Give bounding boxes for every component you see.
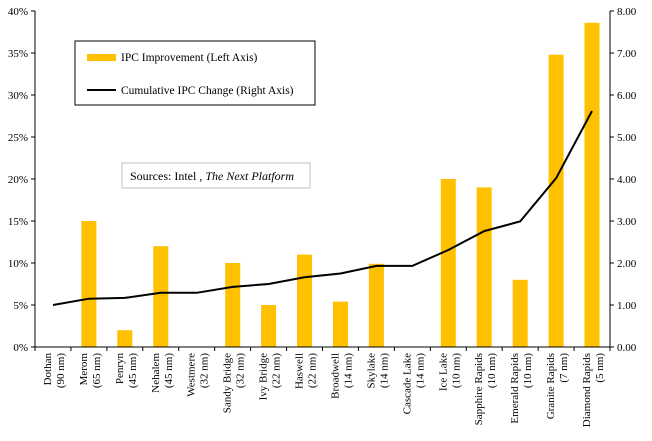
category-label-line: Dothan	[42, 353, 54, 386]
bar	[81, 221, 97, 347]
category-label-line: (32 nm)	[235, 353, 247, 388]
legend-swatch-bar	[87, 54, 116, 61]
legend-box	[74, 40, 316, 106]
category-label-line: Sandy Bridge	[222, 353, 234, 413]
category-label-line: Merom	[78, 353, 90, 386]
source-prefix: Sources: Intel ,	[130, 169, 205, 183]
category-label-line: Westmere	[186, 353, 198, 397]
category-label: Nehalem(45 nm)	[150, 353, 175, 393]
right-tick-label: 3.00	[617, 216, 637, 228]
left-tick-label: 15%	[8, 216, 28, 228]
bar	[333, 301, 348, 347]
bar	[512, 279, 528, 347]
category-label: Ice Lake(10 nm)	[437, 353, 462, 392]
category-label-line: Penryn	[114, 353, 126, 385]
right-axis-ticks: 0.00 1.00 2.00 3.00 4.00 5.00 6.00 7.00 8.00	[610, 6, 637, 354]
category-label-line: (7 nm)	[558, 353, 570, 383]
left-tick-label: 40%	[8, 6, 28, 18]
category-label: Merom(65 nm)	[78, 353, 103, 389]
category-label-line: Skylake	[365, 353, 377, 389]
right-tick-label: 0.00	[617, 342, 637, 354]
category-label: Penryn(45 nm)	[114, 353, 139, 389]
bar	[225, 263, 241, 347]
category-label: Haswell(22 nm)	[294, 353, 319, 389]
category-label-line: Nehalem	[150, 353, 162, 393]
bar	[476, 187, 492, 347]
cumulative-line	[52, 110, 593, 306]
category-label-line: (5 nm)	[594, 353, 606, 383]
category-label: Granite Rapids(7 nm)	[545, 353, 570, 420]
category-label-line: (22 nm)	[307, 353, 319, 388]
category-label-line: Diamond Rapids	[581, 353, 593, 427]
category-label: Skylake(14 nm)	[365, 353, 390, 389]
category-label-line: Ice Lake	[437, 353, 449, 391]
category-label: Emerald Rapids(10 nm)	[509, 353, 534, 424]
right-tick-label: 1.00	[617, 300, 637, 312]
category-label-line: (65 nm)	[91, 353, 103, 388]
category-label-line: (14 nm)	[378, 353, 390, 388]
category-label-line: Granite Rapids	[545, 353, 557, 419]
left-axis-ticks: 0% 5% 10% 15% 20% 25% 30% 35% 40%	[8, 6, 35, 354]
left-tick-label: 35%	[8, 48, 28, 60]
category-label-line: (10 nm)	[486, 353, 498, 388]
bar	[548, 54, 564, 347]
legend-label-line: Cumulative IPC Change (Right Axis)	[121, 85, 294, 97]
bar	[261, 305, 277, 347]
bar	[440, 179, 456, 347]
left-tick-label: 0%	[13, 342, 28, 354]
category-label-line: (45 nm)	[163, 353, 175, 388]
category-label: Broadwell(14 nm)	[330, 353, 355, 399]
source-publication: The Next Platform	[205, 169, 294, 183]
left-tick-label: 30%	[8, 90, 28, 102]
right-tick-label: 6.00	[617, 90, 637, 102]
category-label-line: Ivy Bridge	[258, 353, 270, 400]
category-label-line: Sapphire Rapids	[473, 353, 485, 425]
legend-label-bar: IPC Improvement (Left Axis)	[121, 52, 258, 64]
category-label: Westmere(32 nm)	[186, 353, 211, 397]
bar	[584, 22, 600, 348]
x-axis-ticks: Dothan(90 nm) Merom(65 nm) Penryn(45 nm) Ne…	[34, 347, 611, 428]
category-label-line: Cascade Lake	[401, 353, 413, 414]
bar-series	[81, 22, 600, 348]
left-tick-label: 5%	[13, 300, 28, 312]
category-label-line: (22 nm)	[271, 353, 283, 388]
category-label-line: Emerald Rapids	[509, 353, 521, 424]
bar	[153, 246, 169, 347]
category-label: Cascade Lake(14 nm)	[401, 353, 426, 415]
left-tick-label: 20%	[8, 174, 28, 186]
category-label-line: (14 nm)	[414, 353, 426, 388]
category-label: Sandy Bridge(32 nm)	[222, 353, 247, 414]
left-tick-label: 25%	[8, 132, 28, 144]
bar	[117, 330, 133, 347]
category-label: Dothan(90 nm)	[42, 353, 67, 389]
category-label-line: Broadwell	[330, 353, 342, 399]
category-label-line: (10 nm)	[450, 353, 462, 388]
category-label-line: (45 nm)	[127, 353, 139, 388]
source-text: Sources: Intel , The Next Platform	[130, 169, 294, 183]
category-label-line: (90 nm)	[55, 353, 67, 388]
left-tick-label: 10%	[8, 258, 28, 270]
category-label-line: (14 nm)	[343, 353, 355, 388]
category-label: Sapphire Rapids(10 nm)	[473, 353, 498, 426]
bar	[297, 254, 312, 347]
right-tick-label: 4.00	[617, 174, 637, 186]
legend: IPC Improvement (Left Axis) Cumulative I…	[74, 40, 316, 106]
category-label: Diamond Rapids(5 nm)	[581, 353, 606, 428]
right-tick-label: 8.00	[617, 6, 637, 18]
right-tick-label: 5.00	[617, 132, 637, 144]
source-box	[121, 162, 311, 189]
right-tick-label: 2.00	[617, 258, 637, 270]
category-label-line: Haswell	[294, 353, 306, 389]
bar	[368, 263, 384, 347]
category-label: Ivy Bridge(22 nm)	[258, 353, 283, 401]
category-label-line: (32 nm)	[199, 353, 211, 388]
source-annotation: Sources: Intel , The Next Platform	[121, 162, 311, 189]
category-label-line: (10 nm)	[522, 353, 534, 388]
right-tick-label: 7.00	[617, 48, 637, 60]
